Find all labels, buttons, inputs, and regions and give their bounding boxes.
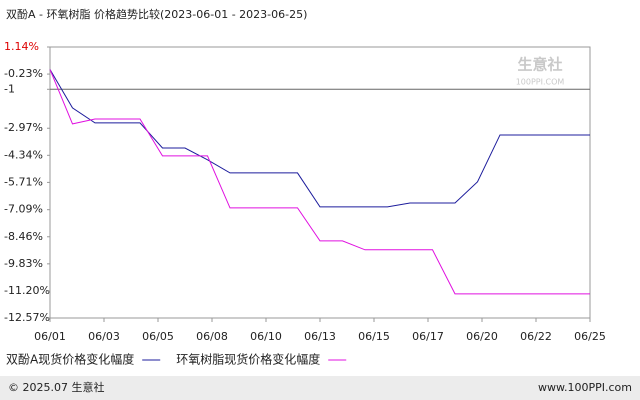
y-tick-label: -0.23% bbox=[4, 67, 43, 80]
x-tick-label: 06/13 bbox=[304, 330, 336, 343]
chart-title: 双酚A - 环氧树脂 价格趋势比较(2023-06-01 - 2023-06-2… bbox=[6, 7, 307, 21]
x-tick-label: 06/10 bbox=[250, 330, 282, 343]
y-tick-label: -11.20% bbox=[4, 284, 50, 297]
legend-label: 双酚A现货价格变化幅度 bbox=[6, 352, 134, 367]
footer-right: www.100PPI.com bbox=[538, 381, 632, 394]
x-tick-label: 06/17 bbox=[412, 330, 444, 343]
series-line bbox=[49, 69, 590, 295]
x-tick-label: 06/15 bbox=[358, 330, 390, 343]
x-tick-label: 06/25 bbox=[574, 330, 606, 343]
series-line bbox=[49, 69, 590, 208]
y-tick-label: -5.71% bbox=[4, 175, 43, 188]
y-tick-label: -8.46% bbox=[4, 230, 43, 243]
watermark-name: 生意社 bbox=[517, 56, 562, 74]
footer-left: © 2025.07 生意社 bbox=[8, 380, 104, 394]
y-tick-label: -12.57% bbox=[4, 311, 50, 324]
y-tick-label: -1 bbox=[4, 82, 15, 95]
y-tick-label: -4.34% bbox=[4, 148, 43, 161]
x-tick-label: 06/03 bbox=[88, 330, 120, 343]
x-tick-label: 06/05 bbox=[142, 330, 174, 343]
y-tick-label: -7.09% bbox=[4, 203, 43, 216]
watermark-site: 100PPI.COM bbox=[516, 78, 565, 87]
x-tick-label: 06/08 bbox=[196, 330, 228, 343]
legend-label: 环氧树脂现货价格变化幅度 bbox=[176, 352, 320, 367]
x-tick-label: 06/22 bbox=[520, 330, 552, 343]
y-tick-label: 1.14% bbox=[4, 40, 39, 53]
footer-bar bbox=[0, 376, 640, 400]
y-tick-label: -9.83% bbox=[4, 257, 43, 270]
x-tick-label: 06/01 bbox=[34, 330, 66, 343]
plot-area bbox=[49, 46, 591, 319]
x-tick-label: 06/20 bbox=[466, 330, 498, 343]
y-tick-label: -2.97% bbox=[4, 121, 43, 134]
